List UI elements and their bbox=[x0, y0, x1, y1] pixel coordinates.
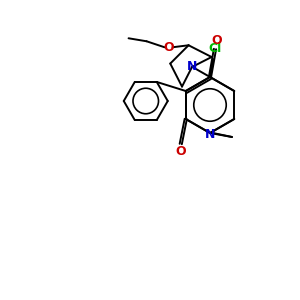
Text: O: O bbox=[176, 146, 186, 158]
Text: O: O bbox=[212, 34, 222, 47]
Text: O: O bbox=[163, 41, 174, 54]
Text: N: N bbox=[187, 61, 197, 74]
Text: Cl: Cl bbox=[208, 43, 222, 56]
Text: N: N bbox=[205, 128, 215, 142]
